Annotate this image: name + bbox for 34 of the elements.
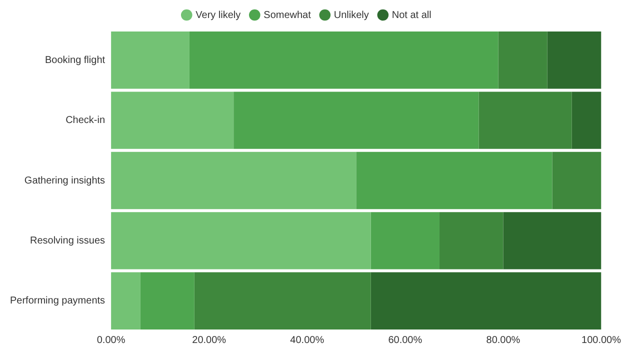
bar: [189, 32, 498, 89]
y-tick-label: Booking flight: [44, 54, 106, 66]
legend-label: Very likely: [196, 10, 241, 21]
x-tick-label: 40.00%: [290, 334, 324, 346]
x-tick-label: 0.00%: [96, 334, 126, 346]
bar: [572, 92, 602, 149]
bar: [503, 212, 602, 270]
x-tick-label: 20.00%: [192, 334, 226, 346]
bar: [111, 272, 140, 330]
legend-label: Somewhat: [264, 10, 312, 21]
bar: [370, 272, 602, 330]
bar: [552, 152, 602, 210]
bar: [111, 32, 190, 89]
bar: [140, 272, 194, 330]
x-tick-label: 60.00%: [388, 334, 422, 346]
bar: [234, 92, 479, 149]
bar: [111, 92, 234, 149]
bar: [111, 152, 356, 210]
bar: [370, 212, 440, 270]
y-tick-label: Resolving issues: [30, 235, 106, 246]
y-tick-label: Performing payments: [10, 296, 106, 307]
bar: [478, 92, 572, 149]
bar: [547, 32, 602, 89]
bar: [498, 32, 548, 89]
legend-label: Not at all: [392, 10, 432, 21]
bar: [111, 212, 371, 270]
bar: [356, 152, 552, 210]
bar: [439, 212, 504, 270]
y-tick-label: Gathering insights: [24, 175, 106, 186]
x-tick-label: 100.00%: [582, 334, 622, 346]
y-tick-label: Check-in: [66, 115, 106, 126]
x-tick-label: 80.00%: [486, 334, 520, 346]
bar: [194, 272, 371, 330]
legend-label: Unlikely: [334, 10, 369, 21]
